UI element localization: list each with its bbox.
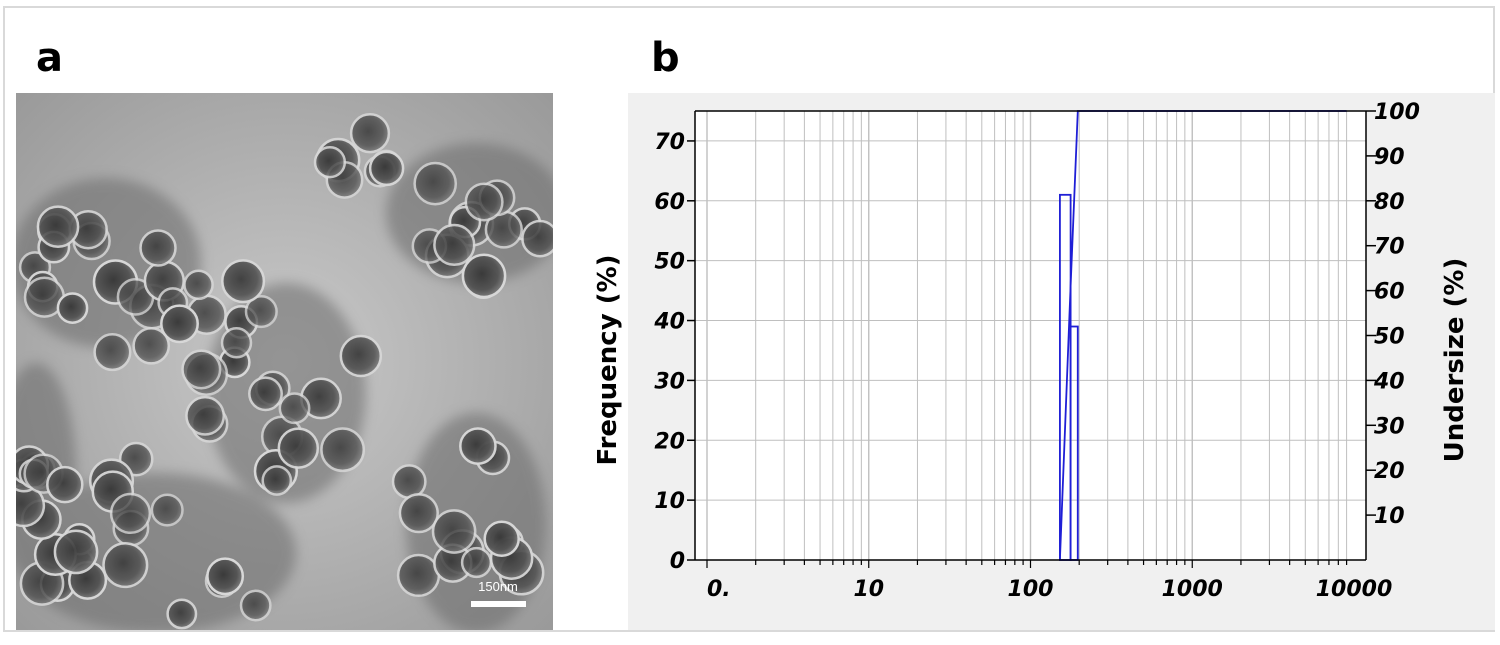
- y-tick-label-left: 20: [654, 429, 685, 454]
- x-tick-label: 10: [853, 577, 884, 602]
- grid: [695, 111, 1366, 561]
- vesicle: [413, 161, 458, 206]
- vesicle: [431, 509, 477, 554]
- panel-a-label: a: [36, 35, 63, 81]
- y-tick-label-right: 40: [1373, 369, 1405, 394]
- y-tick-label-right: 60: [1374, 280, 1405, 305]
- vesicle: [53, 529, 99, 575]
- vesicle: [368, 150, 405, 187]
- y-tick-label-left: 50: [654, 250, 685, 275]
- vesicle: [93, 333, 132, 372]
- x-tick-label: 100: [1008, 577, 1054, 602]
- vesicle: [459, 427, 497, 465]
- y-tick-label-left: 0: [670, 549, 685, 574]
- vesicle: [460, 546, 493, 579]
- vesicle: [183, 269, 214, 301]
- y-tick-label-right: 50: [1374, 325, 1405, 350]
- y-tick-label-left: 40: [653, 310, 685, 335]
- vesicle: [277, 427, 320, 469]
- vesicle: [313, 146, 347, 179]
- vesicle: [248, 376, 283, 412]
- y-tick-label-right: 90: [1374, 145, 1405, 170]
- vesicle: [109, 492, 152, 535]
- size-distribution-chart: 0 10 20 30 40 50 60 70 10 20 30 40 50 60 70 80 90 100 0. 10…: [628, 93, 1495, 630]
- axes: 0 10 20 30 40 50 60 70 10 20 30 40 50 60 70 80 90 100 0. 10…: [653, 100, 1420, 602]
- scale-bar-label: 150nm: [478, 579, 518, 594]
- y-tick-label-right: 70: [1374, 235, 1405, 260]
- y-tick-label-left: 60: [654, 190, 685, 215]
- vesicle: [398, 492, 439, 534]
- vesicle: [132, 326, 171, 365]
- y-tick-label-left: 70: [654, 130, 685, 155]
- y-axis-title-left: Frequency (%): [593, 254, 623, 466]
- y-tick-label-right: 20: [1374, 459, 1405, 484]
- vesicle: [396, 553, 441, 598]
- vesicle: [521, 219, 553, 258]
- vesicle: [56, 292, 89, 324]
- vesicle: [221, 259, 266, 304]
- tem-micrograph: 150nm: [16, 93, 553, 630]
- vesicle: [220, 327, 253, 359]
- vesicle: [433, 223, 476, 267]
- vesicle: [239, 589, 272, 622]
- vesicle: [278, 392, 311, 425]
- vesicle: [185, 395, 226, 436]
- x-tick-label: 1000: [1162, 577, 1223, 602]
- x-tick-label: 10000: [1316, 577, 1393, 602]
- vesicle-cluster: [16, 113, 553, 630]
- panel-b-label: b: [651, 35, 680, 81]
- vesicle: [391, 464, 427, 500]
- y-tick-label-right: 30: [1374, 414, 1405, 439]
- y-tick-label-left: 10: [654, 489, 685, 514]
- vesicle: [320, 427, 366, 473]
- y-tick-label-left: 30: [654, 369, 685, 394]
- vesicle: [150, 493, 184, 527]
- vesicle: [483, 520, 520, 557]
- y-tick-label-right: 100: [1374, 100, 1420, 125]
- y-tick-label-right: 80: [1374, 190, 1405, 215]
- vesicle: [166, 598, 198, 630]
- vesicle: [181, 349, 222, 390]
- vesicle: [139, 229, 177, 267]
- vesicle: [46, 465, 84, 504]
- y-tick-label-right: 10: [1374, 504, 1405, 529]
- vesicle: [160, 304, 199, 344]
- vesicle: [36, 205, 80, 249]
- vesicle: [339, 334, 383, 378]
- y-axis-title-right: Undersize (%): [1440, 257, 1470, 463]
- vesicle: [261, 465, 293, 496]
- vesicle: [206, 557, 245, 596]
- vesicle: [102, 542, 149, 589]
- vesicle: [349, 113, 391, 154]
- x-tick-label: 0.: [707, 577, 731, 602]
- scale-bar: [471, 601, 526, 607]
- vesicle: [464, 182, 504, 222]
- vesicle: [244, 295, 278, 329]
- vesicle: [461, 253, 507, 299]
